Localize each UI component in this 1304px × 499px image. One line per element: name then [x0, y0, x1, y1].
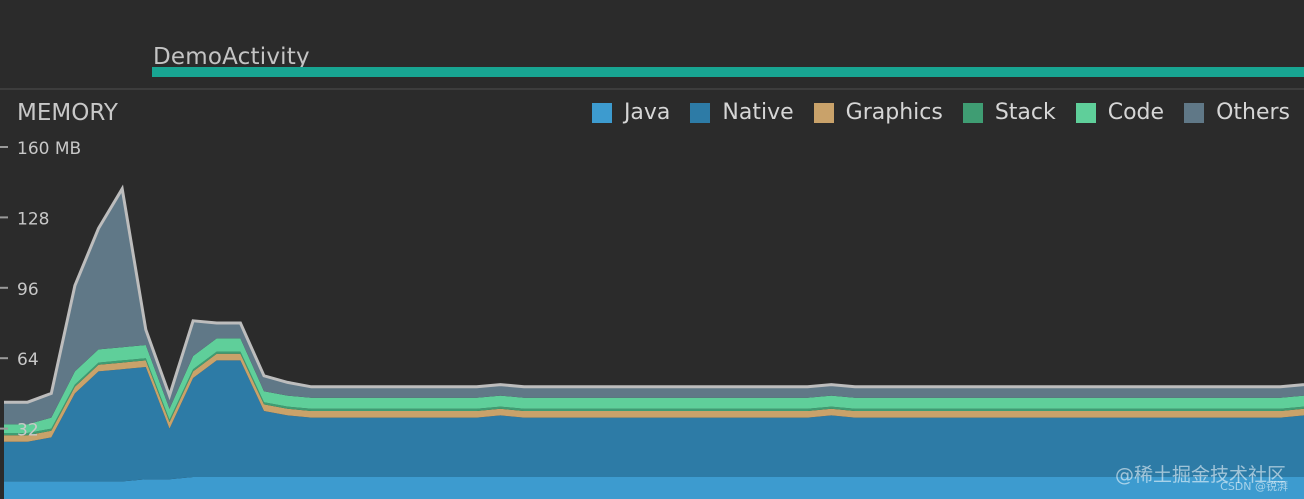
legend-swatch-code [1075, 102, 1096, 123]
legend-label-graphics: Graphics [845, 100, 943, 125]
legend-label-others: Others [1216, 100, 1290, 125]
area-java [4, 477, 1304, 499]
y-tick-label: 64 [17, 350, 39, 370]
legend-item-stack: Stack [962, 100, 1056, 125]
activity-timeline-bar[interactable] [152, 67, 1304, 77]
legend-item-java: Java [591, 100, 671, 125]
legend-item-native: Native [690, 100, 794, 125]
area-native [4, 360, 1304, 482]
legend-swatch-java [591, 102, 612, 123]
legend-swatch-native [690, 102, 711, 123]
total-outline [4, 184, 1304, 404]
legend-item-code: Code [1075, 100, 1165, 125]
legend-item-graphics: Graphics [813, 100, 943, 125]
chart-title: MEMORY [17, 100, 118, 126]
legend-swatch-others [1184, 102, 1205, 123]
legend-swatch-graphics [813, 102, 834, 123]
y-tick-label: 160 MB [17, 139, 81, 159]
track-separator [0, 88, 1304, 90]
legend-label-stack: Stack [994, 100, 1056, 125]
activity-label[interactable]: DemoActivity [153, 44, 310, 70]
legend-label-native: Native [722, 100, 794, 125]
legend-swatch-stack [962, 102, 983, 123]
legend-label-java: Java [623, 100, 671, 125]
legend-label-code: Code [1107, 100, 1165, 125]
watermark-text: @稀土掘金技术社区 [1114, 464, 1286, 486]
y-tick-label: 96 [17, 280, 39, 300]
watermark-small-text: CSDN @锐湃 [1220, 480, 1288, 493]
chart-legend: Java Native Graphics Stack Code Others [572, 100, 1290, 125]
y-tick-label: 32 [17, 421, 39, 441]
activity-track: DemoActivity [0, 0, 1304, 88]
area-graphics [4, 353, 1304, 442]
legend-item-others: Others [1184, 100, 1290, 125]
y-tick-label: 128 [17, 209, 49, 229]
area-code [4, 338, 1304, 433]
area-stack [4, 351, 1304, 436]
